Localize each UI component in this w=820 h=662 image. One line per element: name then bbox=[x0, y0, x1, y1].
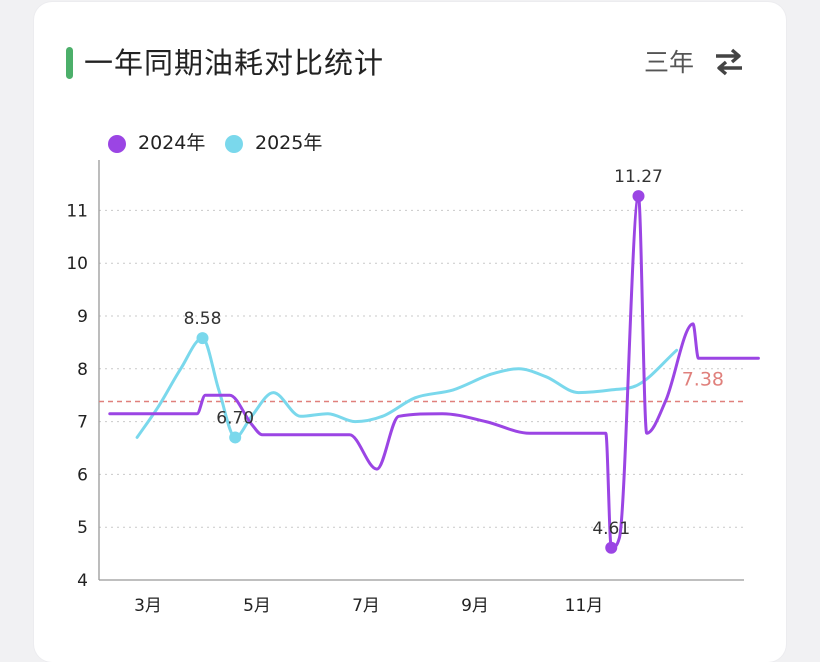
swap-arrows-icon[interactable] bbox=[712, 46, 746, 78]
data-point-marker[interactable] bbox=[196, 332, 209, 345]
legend-label-2024: 2024年 bbox=[138, 132, 206, 154]
x-tick-label: 5月 bbox=[243, 596, 271, 616]
line-chart: 4 5 6 7 8 9 10 11 3月 5月 7月 9月 11月 7.38 4.61 11.27 8.58 6.… bbox=[66, 160, 760, 616]
data-point-marker[interactable] bbox=[605, 541, 618, 554]
y-tick-label: 11 bbox=[66, 201, 88, 221]
range-selector[interactable]: 三年 bbox=[644, 48, 695, 77]
data-label: 6.70 bbox=[216, 408, 254, 428]
data-label: 4.61 bbox=[592, 519, 630, 539]
chart-card bbox=[34, 2, 786, 662]
y-tick-label: 6 bbox=[77, 465, 88, 485]
legend-dot-2024 bbox=[108, 135, 126, 153]
y-tick-label: 4 bbox=[77, 571, 88, 591]
y-tick-label: 7 bbox=[77, 413, 88, 433]
x-tick-label: 3月 bbox=[134, 596, 162, 616]
y-tick-label: 10 bbox=[66, 254, 88, 274]
y-tick-label: 9 bbox=[77, 307, 88, 327]
x-tick-label: 9月 bbox=[461, 596, 489, 616]
series-2024-line[interactable] bbox=[108, 194, 760, 550]
legend-label-2025: 2025年 bbox=[255, 132, 323, 154]
data-label: 11.27 bbox=[614, 167, 663, 187]
title-accent-bar bbox=[66, 47, 73, 79]
series-2025-line[interactable] bbox=[135, 336, 679, 439]
data-point-marker[interactable] bbox=[632, 190, 645, 203]
legend-dot-2025 bbox=[225, 135, 243, 153]
data-point-marker[interactable] bbox=[229, 431, 242, 444]
chart-title: 一年同期油耗对比统计 bbox=[84, 46, 385, 80]
y-tick-label: 5 bbox=[77, 518, 88, 538]
average-label: 7.38 bbox=[682, 369, 724, 391]
y-tick-label: 8 bbox=[77, 360, 88, 380]
x-tick-label: 7月 bbox=[352, 596, 380, 616]
x-tick-label: 11月 bbox=[565, 596, 604, 616]
data-label: 8.58 bbox=[184, 309, 222, 329]
